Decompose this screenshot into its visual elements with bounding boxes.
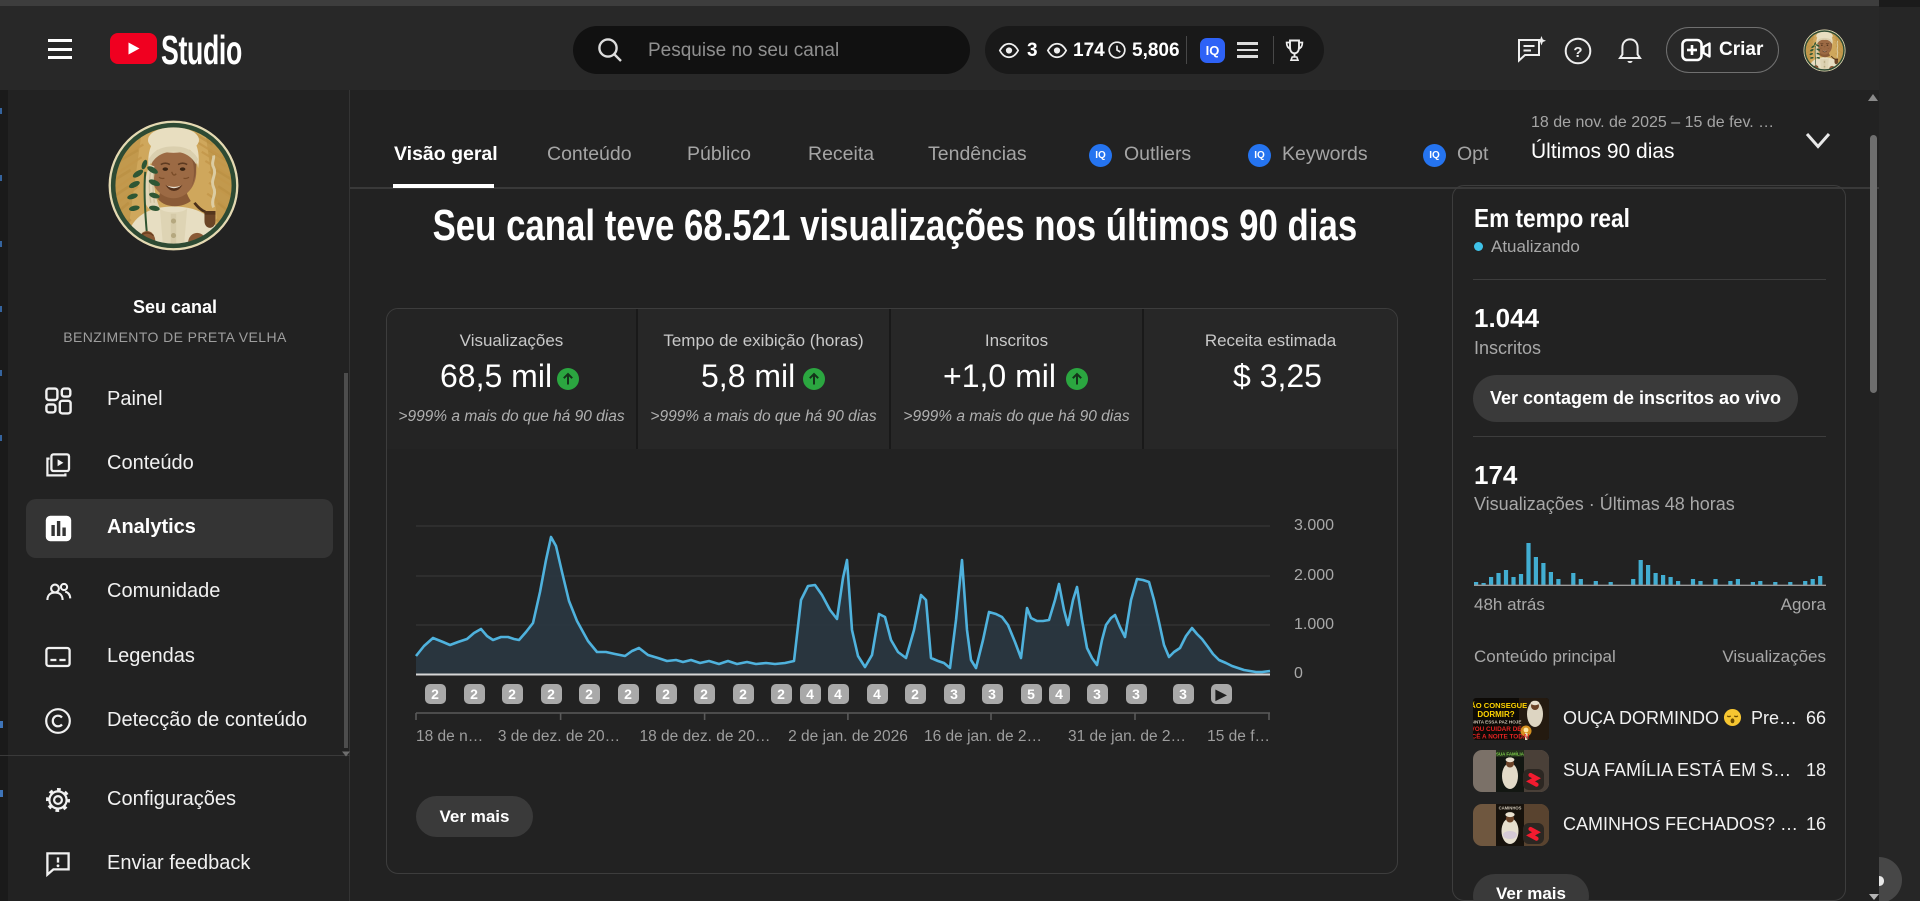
svg-text:NÃO CONSEGUE: NÃO CONSEGUE [1473,701,1527,710]
svg-text:SUA FAMÍLIA: SUA FAMÍLIA [1496,752,1525,757]
svg-text:VOCÊ A NOITE TODA!: VOCÊ A NOITE TODA! [1473,732,1530,741]
svg-text:VOU CUIDAR DE: VOU CUIDAR DE [1473,726,1522,733]
svg-text:DORMIR?: DORMIR? [1477,710,1514,719]
svg-text:SINTA ESSA PAZ HOJE: SINTA ESSA PAZ HOJE [1473,720,1521,725]
svg-text:CAMINHOS: CAMINHOS [1499,806,1522,811]
svg-text:?: ? [1573,44,1582,61]
